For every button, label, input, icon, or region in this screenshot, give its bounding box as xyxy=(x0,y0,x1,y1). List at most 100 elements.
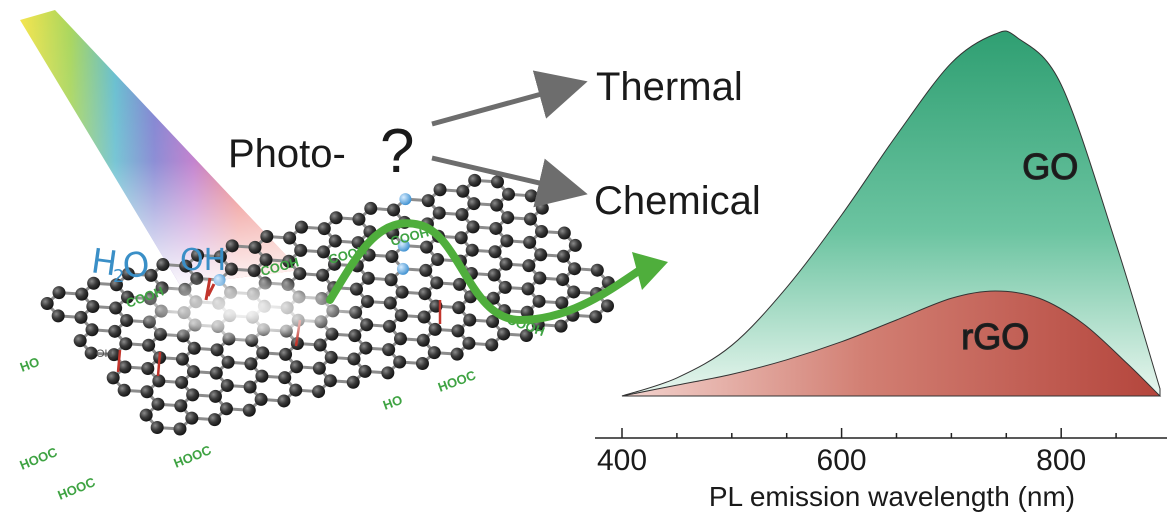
carbon-atom xyxy=(279,347,293,361)
carbon-atom xyxy=(360,295,374,309)
carbon-atom xyxy=(243,380,257,394)
carbon-atom xyxy=(383,296,397,310)
series-go-label: GO xyxy=(1022,146,1078,187)
carbon-atom xyxy=(256,346,270,360)
carbon-atom xyxy=(324,350,338,364)
carbon-atom xyxy=(463,313,477,327)
carbon-atom xyxy=(139,408,153,422)
carbon-atom xyxy=(498,280,512,294)
carbon-atom xyxy=(156,258,170,272)
carbon-atom xyxy=(490,198,504,212)
carbon-atom xyxy=(186,365,200,379)
carbon-atom xyxy=(293,267,307,281)
carbon-atom xyxy=(499,257,513,271)
carbon-atom xyxy=(283,231,297,245)
carbon-atom xyxy=(519,328,533,342)
carbon-atom xyxy=(118,360,132,374)
emission-arrow xyxy=(326,219,644,325)
carbon-atom xyxy=(415,357,429,371)
carbon-atom xyxy=(277,394,291,408)
carbon-atom xyxy=(382,343,396,357)
carbon-atom xyxy=(289,383,303,397)
carbon-atom xyxy=(385,250,399,264)
carbon-atom xyxy=(316,268,330,282)
carbon-atom xyxy=(450,347,464,361)
carbon-atom xyxy=(348,329,362,343)
carbon-atom xyxy=(255,369,269,383)
carbon-atom xyxy=(427,346,441,360)
carbon-atom xyxy=(468,173,482,187)
branch-chemical: Chemical xyxy=(594,179,761,223)
carbon-atom xyxy=(387,203,401,217)
carbon-atom xyxy=(497,327,511,341)
x-axis: 400 600 800 xyxy=(595,428,1167,477)
hooc-label-1: HOOC xyxy=(436,367,478,395)
carbon-atom xyxy=(590,263,604,277)
carbon-atom xyxy=(535,201,549,215)
carbon-atom xyxy=(451,324,465,338)
carbon-atom xyxy=(416,333,430,347)
carbon-atom xyxy=(556,273,570,287)
carbon-atom xyxy=(323,374,337,388)
carbon-atom xyxy=(466,220,480,234)
carbon-atom xyxy=(75,287,89,301)
series-rgo-area xyxy=(621,290,1162,397)
carbon-atom xyxy=(491,175,505,189)
carbon-atom xyxy=(502,187,516,201)
carbon-atom xyxy=(456,184,470,198)
carbon-atom xyxy=(520,305,534,319)
carbon-atom xyxy=(381,366,395,380)
carbon-atom xyxy=(175,352,189,366)
carbon-atom xyxy=(85,323,99,337)
carbon-atom xyxy=(290,360,304,374)
carbon-atom xyxy=(395,285,409,299)
carbon-atom xyxy=(523,235,537,249)
spectrum-plot xyxy=(621,30,1162,397)
carbon-atom xyxy=(361,271,375,285)
carbon-atom xyxy=(432,206,446,220)
carbon-atom xyxy=(465,243,479,257)
carbon-atom xyxy=(358,364,372,378)
carbon-atom xyxy=(349,282,363,296)
carbon-atom xyxy=(225,239,239,253)
x-tick-label: 800 xyxy=(1036,444,1086,477)
carbon-atom xyxy=(247,264,261,278)
light-beam xyxy=(20,10,300,285)
carbon-atom xyxy=(486,291,500,305)
carbon-atom xyxy=(175,375,189,389)
carbon-atom xyxy=(121,267,135,281)
carbon-atom xyxy=(557,249,570,263)
carbon-atom xyxy=(312,385,326,399)
carbon-atom xyxy=(360,318,374,332)
carbon-atom xyxy=(489,221,503,235)
carbon-atom xyxy=(117,383,131,397)
carbon-atom xyxy=(179,259,193,273)
carbon-atom xyxy=(533,271,547,285)
carbon-atom xyxy=(74,310,88,324)
carbon-atom xyxy=(329,211,343,225)
h2o-o: O xyxy=(121,244,152,287)
carbon-atom xyxy=(454,231,468,245)
x-axis-label: PL emission wavelength (nm) xyxy=(709,481,1075,512)
carbon-atom xyxy=(534,248,548,262)
carbon-atom xyxy=(420,240,434,254)
carbon-atom xyxy=(108,324,122,338)
carbon-atom xyxy=(40,296,54,310)
carbon-atom xyxy=(455,208,469,222)
carbon-atom xyxy=(568,262,582,276)
carbon-atom xyxy=(107,348,121,362)
carbon-atom xyxy=(601,299,615,313)
carbon-atom xyxy=(428,322,442,336)
carbon-atom xyxy=(535,224,549,238)
arrow-to-thermal xyxy=(431,70,588,127)
carbon-atom xyxy=(521,282,535,296)
carbon-atom xyxy=(294,243,308,257)
arrow-to-chemical xyxy=(431,155,588,208)
carbon-atom xyxy=(254,392,268,406)
carbon-atom xyxy=(557,226,571,240)
carbon-atom xyxy=(328,234,342,248)
carbon-atom xyxy=(87,276,101,290)
carbon-atom xyxy=(421,194,435,208)
carbon-atom xyxy=(393,355,407,369)
